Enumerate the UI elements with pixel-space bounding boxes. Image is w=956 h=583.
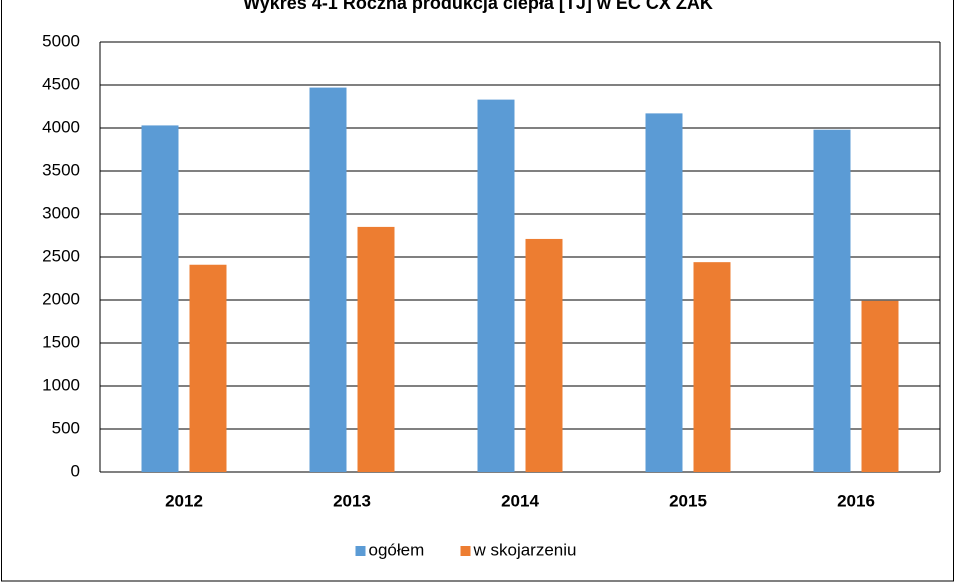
bar <box>861 300 899 472</box>
y-tick-label: 4500 <box>42 74 80 93</box>
y-tick-label: 3500 <box>42 160 80 179</box>
x-tick-label: 2013 <box>333 491 371 510</box>
bar <box>477 99 515 473</box>
bar <box>141 125 179 473</box>
legend-label: ogółem <box>369 540 425 559</box>
y-tick-label: 2500 <box>42 246 80 265</box>
x-tick-label: 2012 <box>165 491 203 510</box>
y-tick-label: 4000 <box>42 117 80 136</box>
y-tick-label: 500 <box>52 418 80 437</box>
x-tick-label: 2014 <box>501 491 539 510</box>
bar <box>357 226 395 472</box>
bar <box>309 87 347 472</box>
bar <box>813 129 851 472</box>
legend-swatch <box>355 546 366 556</box>
legend-swatch <box>460 546 471 556</box>
x-tick-label: 2015 <box>669 491 707 510</box>
y-tick-label: 5000 <box>42 31 80 50</box>
bar <box>525 238 563 472</box>
y-tick-label: 0 <box>71 461 80 480</box>
y-tick-label: 2000 <box>42 289 80 308</box>
bar <box>693 262 731 472</box>
legend-label: w skojarzeniu <box>473 540 577 559</box>
y-tick-label: 1000 <box>42 375 80 394</box>
bar <box>189 264 227 472</box>
x-tick-label: 2016 <box>837 491 875 510</box>
y-tick-label: 3000 <box>42 203 80 222</box>
bar <box>645 113 683 472</box>
y-tick-label: 1500 <box>42 332 80 351</box>
chart-title: Wykres 4-1 Roczna produkcja ciepła [TJ] … <box>243 0 713 13</box>
